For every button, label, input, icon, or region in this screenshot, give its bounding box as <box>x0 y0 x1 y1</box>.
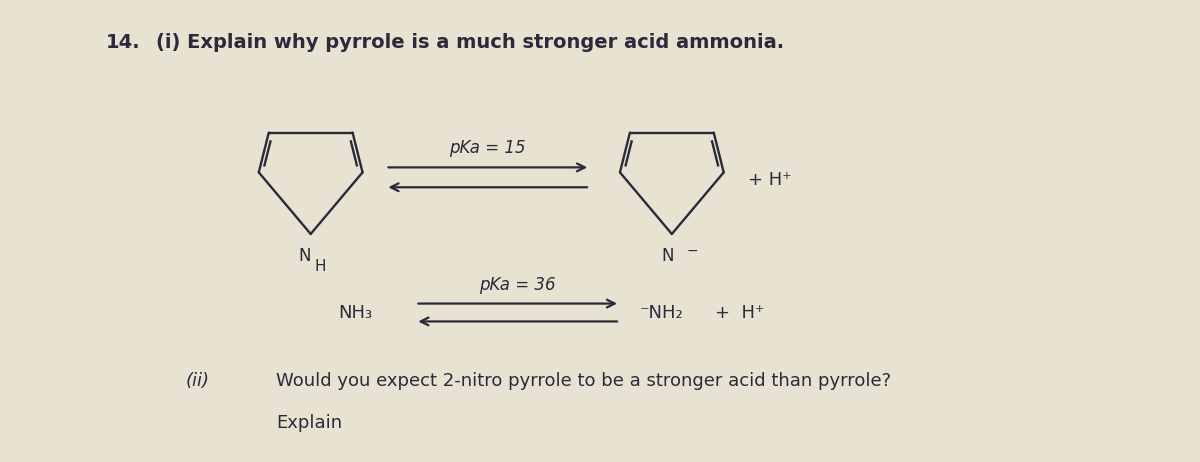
Text: (ii): (ii) <box>186 372 210 390</box>
Text: −: − <box>686 244 698 258</box>
Text: NH₃: NH₃ <box>338 304 373 322</box>
Text: Would you expect 2-nitro pyrrole to be a stronger acid than pyrrole?: Would you expect 2-nitro pyrrole to be a… <box>276 372 890 390</box>
Text: Explain: Explain <box>276 414 342 432</box>
Text: ⁻NH₂: ⁻NH₂ <box>640 304 684 322</box>
Text: pKa = 15: pKa = 15 <box>450 140 526 158</box>
Text: N: N <box>299 247 311 265</box>
Text: 14.: 14. <box>106 33 140 52</box>
Text: pKa = 36: pKa = 36 <box>479 276 556 294</box>
Text: (i) Explain why pyrrole is a much stronger acid ammonia.: (i) Explain why pyrrole is a much strong… <box>156 33 784 52</box>
Text: +  H⁺: + H⁺ <box>715 304 764 322</box>
Text: H: H <box>314 259 326 274</box>
Text: + H⁺: + H⁺ <box>748 171 791 189</box>
Text: N: N <box>661 247 674 265</box>
